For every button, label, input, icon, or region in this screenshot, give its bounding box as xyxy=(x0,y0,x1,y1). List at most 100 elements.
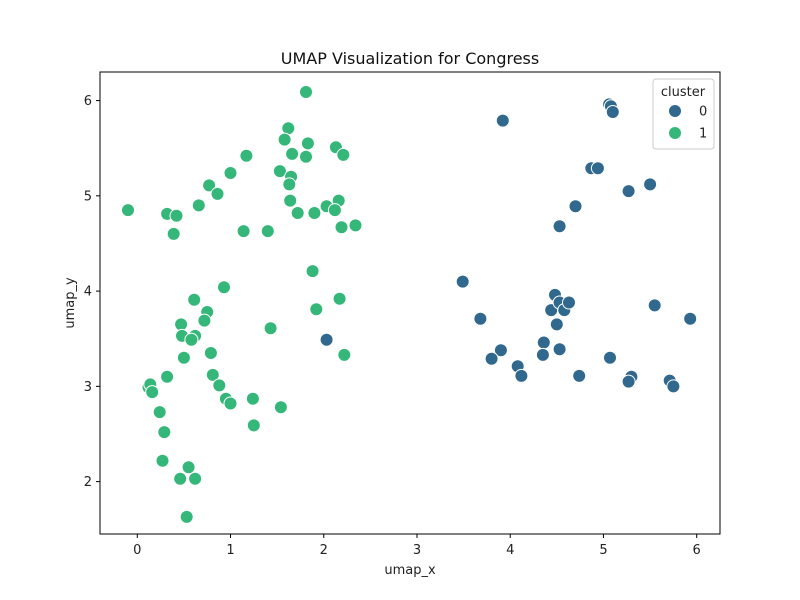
data-point-cluster-0-28 xyxy=(572,368,587,383)
legend-label-cluster-0: 0 xyxy=(699,105,707,120)
plot-area xyxy=(100,72,720,534)
y-tick-label: 6 xyxy=(84,94,92,109)
legend-label-cluster-1: 1 xyxy=(699,127,707,142)
data-point-cluster-0-9 xyxy=(552,219,567,234)
data-point-cluster-1-42 xyxy=(203,346,218,360)
data-point-cluster-1-32 xyxy=(332,291,347,306)
data-point-cluster-1-55 xyxy=(152,405,167,420)
legend-title: cluster xyxy=(661,85,706,100)
x-tick-label: 0 xyxy=(133,543,141,558)
x-axis-label: umap_x xyxy=(384,563,436,578)
data-point-cluster-1-21 xyxy=(307,206,322,220)
legend-entries: 01 xyxy=(668,104,707,142)
axes-frame xyxy=(99,71,721,535)
data-point-cluster-1-24 xyxy=(169,208,184,223)
data-point-cluster-0-32 xyxy=(666,379,681,394)
data-point-cluster-1-28 xyxy=(348,218,363,233)
data-point-cluster-1-4 xyxy=(285,146,300,161)
data-point-cluster-1-34 xyxy=(309,302,324,317)
data-point-cluster-1-38 xyxy=(263,321,278,336)
legend-marker-cluster-1 xyxy=(668,126,682,140)
data-point-cluster-1-60 xyxy=(173,471,188,486)
data-point-cluster-1-12 xyxy=(223,166,238,180)
data-point-cluster-1-52 xyxy=(245,391,260,406)
data-point-cluster-0-25 xyxy=(603,350,617,365)
data-point-cluster-1-54 xyxy=(273,400,288,415)
legend: cluster 01 xyxy=(652,78,715,150)
y-axis-label: umap_y xyxy=(63,277,78,329)
data-point-cluster-0-19 xyxy=(473,311,488,326)
data-point-cluster-1-50 xyxy=(145,385,160,400)
data-point-cluster-0-8 xyxy=(568,199,583,214)
data-point-cluster-1-45 xyxy=(205,367,220,382)
data-point-cluster-0-5 xyxy=(590,161,605,176)
data-point-cluster-1-14 xyxy=(210,186,225,201)
data-point-cluster-0-27 xyxy=(514,368,529,383)
data-point-cluster-1-43 xyxy=(337,347,352,362)
data-point-cluster-1-61 xyxy=(188,471,203,486)
data-point-cluster-1-0 xyxy=(299,85,313,99)
data-point-cluster-1-2 xyxy=(277,132,292,147)
data-point-cluster-1-16 xyxy=(191,198,206,213)
data-point-cluster-0-16 xyxy=(549,317,564,332)
data-point-cluster-1-29 xyxy=(166,226,181,241)
data-point-cluster-0-18 xyxy=(683,311,698,326)
x-tick-label: 4 xyxy=(506,543,514,558)
data-point-cluster-0-6 xyxy=(621,184,636,199)
data-point-cluster-1-58 xyxy=(155,453,170,468)
y-tick-label: 4 xyxy=(84,285,92,300)
data-point-cluster-1-22 xyxy=(121,203,135,218)
data-point-cluster-1-15 xyxy=(283,193,298,208)
data-point-cluster-0-0 xyxy=(495,113,510,128)
y-tick-label: 5 xyxy=(84,189,92,204)
data-point-cluster-1-31 xyxy=(217,280,231,295)
data-point-cluster-1-33 xyxy=(187,292,202,307)
legend-marker-cluster-0 xyxy=(668,104,682,118)
y-tick-label: 3 xyxy=(84,380,92,395)
data-point-cluster-1-3 xyxy=(300,136,315,151)
data-point-cluster-1-44 xyxy=(176,350,191,365)
data-point-cluster-1-27 xyxy=(334,220,349,235)
data-point-cluster-1-13 xyxy=(202,178,217,193)
data-point-cluster-0-23 xyxy=(552,342,567,357)
data-point-cluster-0-7 xyxy=(643,177,658,192)
data-point-cluster-0-30 xyxy=(621,374,636,389)
y-tick-label: 2 xyxy=(84,475,92,490)
data-point-cluster-0-20 xyxy=(493,343,508,358)
data-point-cluster-1-47 xyxy=(212,378,227,393)
x-tick-label: 6 xyxy=(693,543,701,558)
x-tick-label: 3 xyxy=(413,543,421,558)
x-tick-label: 1 xyxy=(226,543,234,558)
data-point-cluster-0-17 xyxy=(647,298,662,313)
data-point-cluster-0-15 xyxy=(562,295,576,310)
data-point-cluster-1-46 xyxy=(160,369,175,384)
data-point-cluster-1-11 xyxy=(282,177,297,192)
data-point-cluster-1-41 xyxy=(184,332,199,347)
data-point-cluster-1-8 xyxy=(239,148,254,163)
data-point-cluster-1-59 xyxy=(181,460,196,475)
data-point-cluster-1-56 xyxy=(246,418,261,433)
data-point-cluster-0-22 xyxy=(535,347,550,362)
data-point-cluster-1-57 xyxy=(157,425,172,440)
x-tick-label: 2 xyxy=(320,543,328,558)
data-point-cluster-1-37 xyxy=(174,317,189,332)
data-point-cluster-1-62 xyxy=(179,509,194,524)
data-point-cluster-1-9 xyxy=(272,164,287,179)
points-layer xyxy=(121,85,698,524)
data-point-cluster-1-25 xyxy=(236,224,251,239)
data-point-cluster-0-24 xyxy=(484,351,499,366)
chart-title: UMAP Visualization for Congress xyxy=(281,49,539,68)
data-point-cluster-0-21 xyxy=(536,335,551,350)
data-point-cluster-1-19 xyxy=(327,203,342,218)
data-point-cluster-1-30 xyxy=(305,264,320,279)
x-tick-label: 5 xyxy=(599,543,607,558)
data-point-cluster-1-36 xyxy=(197,313,212,328)
data-point-cluster-1-20 xyxy=(290,206,305,220)
data-point-cluster-0-3 xyxy=(605,105,620,119)
data-point-cluster-1-53 xyxy=(223,396,238,411)
data-point-cluster-0-33 xyxy=(319,332,334,347)
data-point-cluster-1-26 xyxy=(260,224,275,239)
data-point-cluster-0-10 xyxy=(455,274,470,289)
